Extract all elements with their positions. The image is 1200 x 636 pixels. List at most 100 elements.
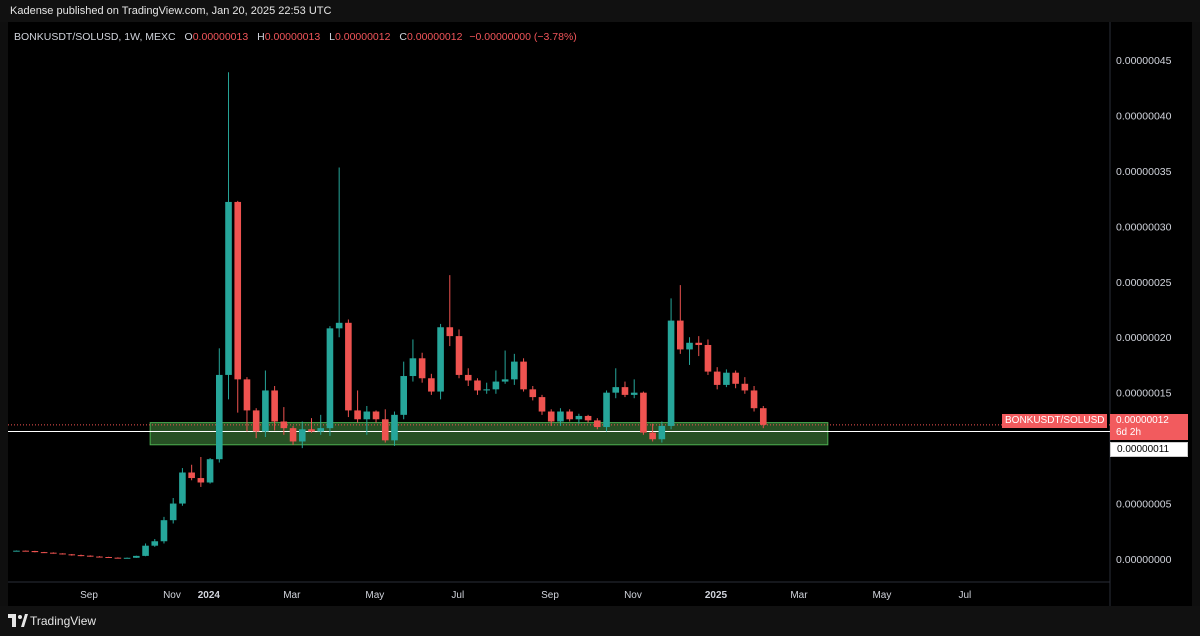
publisher-bar: Kadense published on TradingView.com, Ja…: [0, 0, 1200, 22]
candle-body: [169, 503, 177, 521]
candle-body: [603, 392, 610, 428]
candle-body: [31, 551, 39, 553]
candle-body: [105, 557, 112, 559]
horizontal-line-price-tag: 0.00000011: [1110, 442, 1188, 457]
candle-body: [612, 387, 620, 393]
candle-body: [529, 389, 537, 398]
candlestick-chart[interactable]: 0.00000045 0.00000040 0.00000035 0.00000030…: [8, 22, 1192, 606]
legend-close-label: C: [399, 31, 407, 43]
candle-body: [40, 552, 48, 554]
candle-body: [225, 201, 232, 375]
legend-close-value: 0.00000012: [406, 31, 463, 43]
y-tick-label: 0.00000045: [1116, 55, 1172, 67]
candle-body: [695, 342, 703, 345]
candle-body: [206, 459, 214, 483]
candle-body: [418, 358, 426, 379]
candle-body: [372, 411, 380, 420]
tradingview-brand[interactable]: TradingView: [30, 614, 97, 628]
legend-high-value: 0.00000013: [264, 31, 321, 43]
legend-open-value: 0.00000013: [192, 31, 249, 43]
y-tick-label: 0.00000035: [1116, 166, 1172, 178]
candle-body: [547, 411, 555, 422]
chart-frame[interactable]: 0.00000045 0.00000040 0.00000035 0.00000030…: [8, 22, 1192, 606]
y-tick-label: 0.00000015: [1116, 388, 1172, 400]
candle-body: [437, 327, 444, 392]
x-tick-label: Nov: [624, 590, 642, 601]
legend-low-value: 0.00000012: [334, 31, 391, 43]
x-tick-label: Mar: [283, 590, 301, 601]
candle-body: [409, 358, 417, 377]
publisher-line: Kadense published on TradingView.com, Ja…: [10, 5, 332, 17]
candle-body: [575, 415, 583, 420]
candle-body: [142, 545, 149, 556]
candle-body: [252, 410, 260, 432]
candle-body: [68, 554, 76, 556]
candle-body: [363, 411, 371, 420]
x-tick-label: Sep: [80, 590, 98, 601]
candle-body: [640, 392, 647, 433]
candle-body: [538, 397, 546, 412]
footer: TradingView: [0, 606, 1200, 636]
candle-body: [446, 327, 454, 337]
candle-body: [566, 411, 573, 420]
y-tick-label: 0.00000000: [1116, 554, 1172, 566]
tradingview-logo-icon[interactable]: [8, 614, 28, 628]
y-tick-label: 0.00000030: [1116, 221, 1172, 233]
candle-body: [197, 478, 205, 483]
legend-change: −0.00000000 (−3.78%): [469, 31, 577, 43]
candle-body: [234, 201, 242, 380]
candle-body: [354, 410, 361, 420]
x-tick-label: Sep: [541, 590, 559, 601]
legend-open-label: O: [184, 31, 193, 43]
candle-body: [400, 376, 407, 415]
candle-body: [658, 425, 666, 440]
candle-body: [114, 557, 122, 559]
candle-body: [151, 541, 159, 546]
candle-body: [326, 328, 334, 429]
candle-body: [750, 390, 758, 409]
candle-body: [713, 371, 721, 385]
candle-body: [391, 414, 398, 441]
last-price-value: 0.00000012: [1116, 415, 1169, 426]
last-price-tag: 0.00000012 6d 2h: [1110, 414, 1188, 440]
x-tick-label: Jul: [451, 590, 464, 601]
candle-body: [483, 389, 490, 391]
candle-body: [271, 390, 278, 422]
y-tick-label: 0.00000025: [1116, 277, 1172, 289]
candle-body: [584, 415, 592, 421]
candle-body: [621, 387, 629, 395]
candle-body: [474, 380, 481, 391]
candle-body: [704, 344, 712, 372]
candle-body: [630, 392, 638, 395]
candle-body: [732, 372, 739, 384]
candle-body: [317, 428, 325, 432]
candle-body: [86, 555, 94, 557]
candle-body: [77, 555, 85, 557]
candle-body: [511, 361, 518, 380]
candle-body: [335, 322, 343, 329]
x-tick-label: 2024: [198, 590, 221, 601]
candle-body: [464, 374, 472, 381]
candle-body: [345, 322, 352, 411]
candle-body: [96, 556, 103, 558]
candle-body: [667, 320, 675, 426]
candle-body: [686, 342, 693, 350]
candle-body: [677, 320, 684, 350]
candle-body: [262, 390, 269, 432]
legend-high-label: H: [257, 31, 265, 43]
candle-body: [723, 372, 730, 385]
candle-body: [298, 429, 306, 442]
candle-body: [492, 381, 500, 390]
candle-body: [280, 421, 288, 429]
y-tick-label: 0.00000005: [1116, 499, 1172, 511]
candle-body: [759, 408, 767, 425]
x-tick-label: May: [872, 590, 891, 601]
candle-body: [123, 557, 131, 559]
candle-body: [428, 378, 435, 392]
candle-body: [188, 472, 195, 479]
symbol-price-label: BONKUSDT/SOLUSD: [1002, 414, 1108, 428]
x-tick-label: Mar: [790, 590, 808, 601]
candle-body: [216, 374, 223, 460]
candle-body: [243, 379, 251, 411]
legend-low-label: L: [329, 31, 335, 43]
